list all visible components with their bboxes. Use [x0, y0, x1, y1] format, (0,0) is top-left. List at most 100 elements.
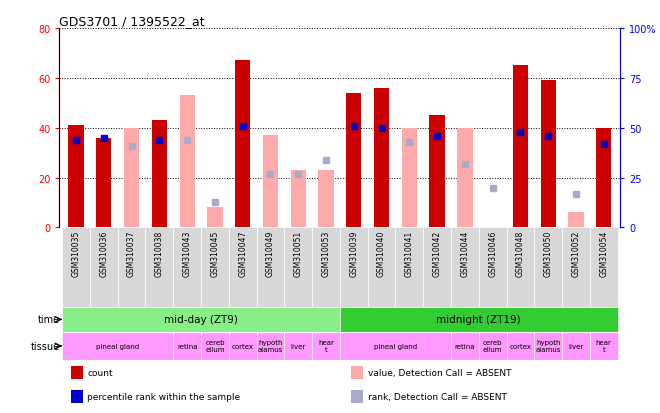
Text: GSM310050: GSM310050	[544, 230, 552, 277]
Bar	[207, 208, 222, 228]
Bar	[284, 228, 312, 307]
Text: GSM310044: GSM310044	[461, 230, 469, 277]
Bar	[229, 228, 257, 307]
Bar	[596, 128, 611, 228]
Text: GSM310042: GSM310042	[432, 230, 442, 276]
Text: GSM310049: GSM310049	[266, 230, 275, 277]
Text: cortex: cortex	[510, 343, 531, 349]
Text: GSM310036: GSM310036	[100, 230, 108, 277]
Bar	[318, 171, 334, 228]
Bar	[312, 228, 340, 307]
Bar	[562, 332, 590, 361]
Bar	[201, 228, 229, 307]
Bar	[96, 138, 112, 228]
Bar	[562, 228, 590, 307]
Text: hypoth
alamus: hypoth alamus	[535, 339, 561, 353]
Text: cereb
ellum: cereb ellum	[205, 339, 224, 353]
Bar	[312, 332, 340, 361]
Text: GSM310043: GSM310043	[183, 230, 191, 277]
Text: GSM310045: GSM310045	[211, 230, 219, 277]
Text: liver: liver	[568, 343, 583, 349]
Text: GSM310035: GSM310035	[71, 230, 81, 277]
Text: GSM310047: GSM310047	[238, 230, 248, 277]
Text: midnight (ZT19): midnight (ZT19)	[436, 315, 521, 325]
Bar	[478, 332, 506, 361]
Text: GSM310037: GSM310037	[127, 230, 136, 277]
Text: rank, Detection Call = ABSENT: rank, Detection Call = ABSENT	[368, 392, 507, 401]
Bar	[117, 228, 145, 307]
Text: GSM310040: GSM310040	[377, 230, 386, 277]
Text: time: time	[38, 315, 60, 325]
Bar	[351, 366, 364, 380]
Text: GSM310039: GSM310039	[349, 230, 358, 277]
Bar	[145, 228, 174, 307]
Bar	[457, 128, 473, 228]
Text: cereb
ellum: cereb ellum	[483, 339, 502, 353]
Bar	[174, 228, 201, 307]
Text: percentile rank within the sample: percentile rank within the sample	[87, 392, 241, 401]
Text: liver: liver	[290, 343, 306, 349]
Bar	[541, 81, 556, 228]
Bar	[90, 228, 117, 307]
Bar	[423, 228, 451, 307]
Bar	[201, 332, 229, 361]
Bar	[340, 332, 451, 361]
Bar	[374, 89, 389, 228]
Bar	[535, 332, 562, 361]
Bar	[590, 332, 618, 361]
Text: cortex: cortex	[232, 343, 253, 349]
Bar	[62, 332, 174, 361]
Bar	[263, 136, 278, 228]
Bar	[368, 228, 395, 307]
Bar	[62, 307, 340, 332]
Bar	[284, 332, 312, 361]
Bar	[451, 228, 478, 307]
Text: GSM310041: GSM310041	[405, 230, 414, 276]
Bar	[69, 126, 84, 228]
Bar	[71, 390, 83, 404]
Text: tissue: tissue	[31, 341, 60, 351]
Bar	[351, 390, 364, 404]
Bar	[535, 228, 562, 307]
Text: pineal gland: pineal gland	[96, 343, 139, 349]
Bar	[62, 228, 90, 307]
Bar	[430, 116, 445, 228]
Text: hear
t: hear t	[318, 339, 334, 353]
Bar	[402, 128, 417, 228]
Text: pineal gland: pineal gland	[374, 343, 417, 349]
Bar	[340, 307, 618, 332]
Text: GSM310038: GSM310038	[155, 230, 164, 276]
Bar	[290, 171, 306, 228]
Bar	[152, 121, 167, 228]
Bar	[451, 332, 478, 361]
Bar	[180, 96, 195, 228]
Text: count: count	[87, 368, 113, 377]
Bar	[590, 228, 618, 307]
Text: value, Detection Call = ABSENT: value, Detection Call = ABSENT	[368, 368, 512, 377]
Text: hear
t: hear t	[596, 339, 612, 353]
Bar	[506, 332, 535, 361]
Bar	[71, 366, 83, 380]
Text: GSM310048: GSM310048	[516, 230, 525, 276]
Text: retina: retina	[455, 343, 475, 349]
Bar	[395, 228, 423, 307]
Bar	[506, 228, 535, 307]
Bar	[513, 66, 528, 228]
Bar	[257, 332, 284, 361]
Text: GSM310052: GSM310052	[572, 230, 580, 276]
Bar	[229, 332, 257, 361]
Bar	[346, 94, 362, 228]
Text: GSM310054: GSM310054	[599, 230, 609, 277]
Bar	[124, 128, 139, 228]
Text: hypoth
alamus: hypoth alamus	[258, 339, 283, 353]
Bar	[568, 213, 583, 228]
Bar	[235, 61, 250, 228]
Text: GSM310046: GSM310046	[488, 230, 497, 277]
Bar	[174, 332, 201, 361]
Text: mid-day (ZT9): mid-day (ZT9)	[164, 315, 238, 325]
Text: GSM310051: GSM310051	[294, 230, 303, 276]
Text: retina: retina	[177, 343, 197, 349]
Bar	[340, 228, 368, 307]
Bar	[257, 228, 284, 307]
Text: GSM310053: GSM310053	[321, 230, 331, 277]
